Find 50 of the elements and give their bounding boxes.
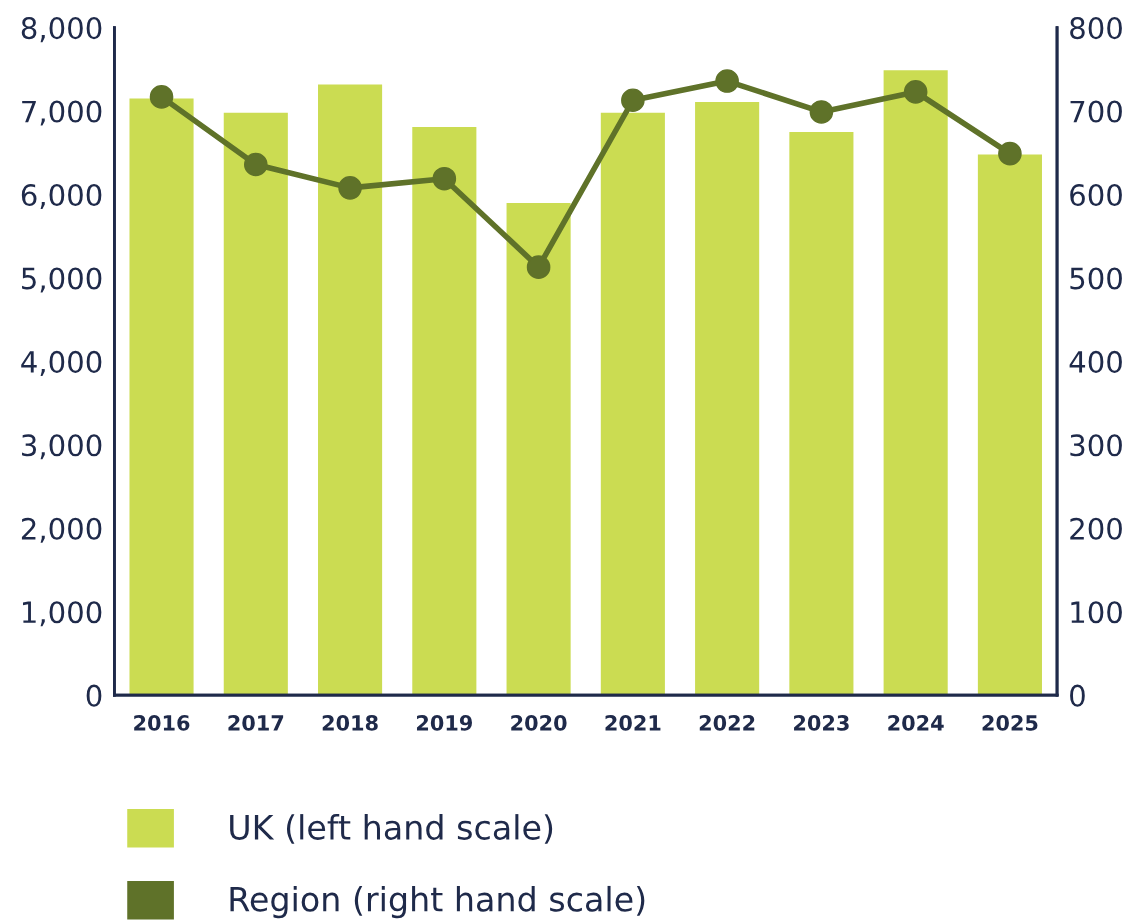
bar bbox=[129, 98, 194, 696]
y-tick-label: 0 bbox=[86, 684, 102, 707]
y2-tick-label: 800 bbox=[1070, 17, 1122, 40]
bar bbox=[506, 202, 571, 696]
y2-tick-label: 0 bbox=[1070, 684, 1085, 707]
y2-tick-label: 200 bbox=[1070, 517, 1122, 540]
bar bbox=[412, 126, 477, 696]
point bbox=[715, 69, 739, 93]
y2-tick-label: 600 bbox=[1070, 183, 1122, 207]
bar bbox=[318, 84, 383, 696]
x-tick-label: 2022 bbox=[699, 715, 755, 731]
y2-tick-label: 100 bbox=[1071, 601, 1122, 624]
x-tick-label: 2025 bbox=[982, 715, 1038, 731]
point bbox=[338, 176, 362, 200]
point bbox=[526, 255, 551, 279]
y-tick-label: 2,000 bbox=[21, 517, 102, 543]
y-tick-label: 3,000 bbox=[22, 434, 102, 460]
y2-tick-label: 400 bbox=[1069, 350, 1122, 373]
point bbox=[149, 85, 174, 109]
point bbox=[903, 80, 928, 104]
y2-tick-label: 300 bbox=[1070, 434, 1122, 457]
y-tick-label: 4,000 bbox=[21, 350, 102, 376]
x-tick-label: 2024 bbox=[888, 715, 944, 731]
y-tick-label: 6,000 bbox=[21, 183, 102, 210]
point bbox=[243, 152, 268, 177]
x-tick-label: 2017 bbox=[228, 715, 284, 731]
bar bbox=[883, 70, 948, 696]
bar bbox=[223, 112, 288, 696]
legend-label: Region (right hand scale) bbox=[230, 885, 645, 919]
point bbox=[998, 141, 1022, 166]
y-tick-label: 8,000 bbox=[21, 17, 102, 43]
x-tick-label: 2020 bbox=[511, 715, 567, 731]
point bbox=[621, 88, 645, 113]
y-tick-label: 1,000 bbox=[22, 601, 102, 627]
point bbox=[432, 166, 457, 191]
x-tick-label: 2019 bbox=[416, 715, 472, 731]
bar bbox=[789, 131, 854, 696]
point bbox=[809, 100, 834, 124]
x-tick-label: 2021 bbox=[605, 715, 661, 731]
y2-tick-label: 500 bbox=[1070, 267, 1122, 290]
legend-label: UK (left hand scale) bbox=[230, 814, 553, 844]
x-tick-label: 2016 bbox=[134, 715, 190, 731]
bar bbox=[695, 101, 760, 696]
bar bbox=[600, 112, 665, 696]
bar bbox=[977, 154, 1042, 696]
x-tick-label: 2023 bbox=[794, 715, 849, 731]
y2-tick-label: 700 bbox=[1070, 100, 1122, 123]
y-tick-label: 7,000 bbox=[22, 100, 102, 126]
x-tick-label: 2018 bbox=[322, 715, 378, 731]
y-tick-label: 5,000 bbox=[22, 267, 102, 293]
